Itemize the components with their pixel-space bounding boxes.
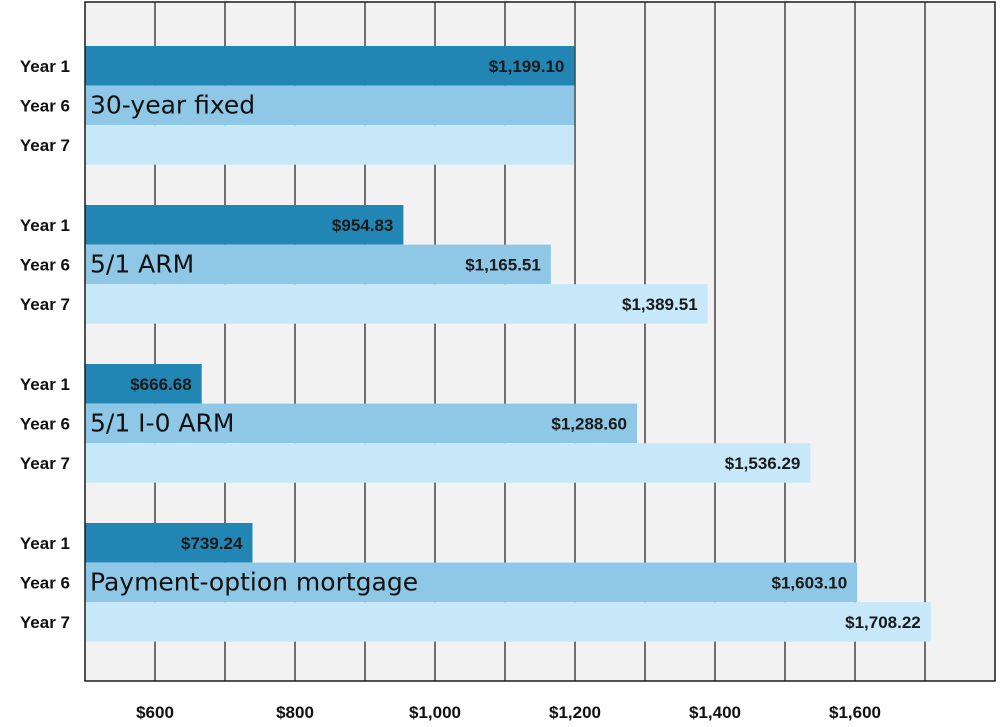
bar-value-label: $1,199.10 [489,57,565,76]
bar-value-label: $739.24 [181,534,243,553]
bar [85,46,575,86]
series-label: 5/1 ARM [90,249,194,278]
year-label: Year 1 [20,375,70,394]
bar [85,205,404,245]
year-label: Year 6 [20,255,70,274]
year-label: Year 1 [20,216,70,235]
x-tick-label: $1,200 [549,703,601,722]
bar-value-label: $1,536.29 [725,454,801,473]
bar-value-label: $1,708.22 [845,613,921,632]
bar-value-label: $954.83 [332,216,393,235]
x-tick-label: $1,600 [829,703,881,722]
series-label: 30-year fixed [90,90,255,119]
x-tick-labels: $600 $800 $1,000 $1,200 $1,400 $1,600 [136,703,881,722]
year-label: Year 7 [20,613,70,632]
x-tick-label: $800 [276,703,314,722]
bar [85,125,575,165]
year-label: Year 6 [20,96,70,115]
year-labels: Year 1 Year 6 Year 7 Year 1 Year 6 Year 7 Year… [20,57,70,632]
year-label: Year 6 [20,573,70,592]
x-tick-label: $600 [136,703,174,722]
bar [85,523,253,563]
bar-value-label: $1,603.10 [772,573,848,592]
x-tick-label: $1,000 [409,703,461,722]
year-label: Year 1 [20,57,70,76]
plot-border [84,1,996,682]
bar-value-label: $666.68 [130,375,191,394]
bar [85,364,202,404]
year-label: Year 6 [20,414,70,433]
year-label: Year 1 [20,534,70,553]
bar [85,85,575,126]
year-label: Year 7 [20,295,70,314]
series-label: Payment-option mortgage [90,567,418,596]
bar-value-label: $1,165.51 [465,255,541,274]
bar-value-label: $1,288.60 [551,414,627,433]
bar-value-label: $1,389.51 [622,295,698,314]
bar [85,602,931,642]
year-label: Year 7 [20,136,70,155]
bar [85,403,638,444]
series-label: 5/1 I-0 ARM [90,408,234,437]
bar [85,562,858,603]
bar [85,244,551,285]
bars: $1,199.10 30-year fixed $954.83 $1,165.51 $1… [85,46,931,642]
x-tick-label: $1,400 [689,703,741,722]
bar [85,443,811,483]
bar [85,284,708,324]
year-label: Year 7 [20,454,70,473]
